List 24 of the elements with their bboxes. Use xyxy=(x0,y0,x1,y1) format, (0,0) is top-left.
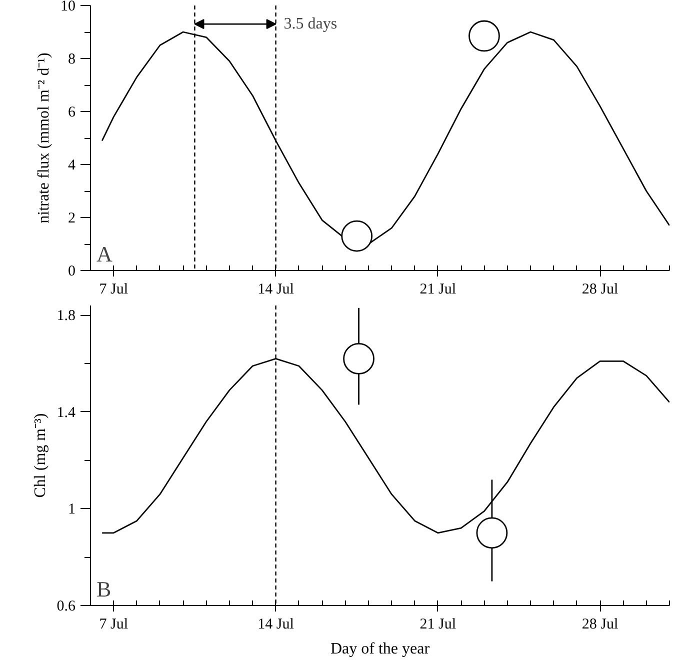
x-tick-label: 7 Jul xyxy=(99,282,128,298)
y-tick-label: 0 xyxy=(68,264,76,280)
y-tick-label: 2 xyxy=(68,210,76,226)
x-tick-label: 14 Jul xyxy=(258,616,294,632)
x-tick-label: 14 Jul xyxy=(258,282,294,298)
annotation: B xyxy=(96,576,112,602)
x-tick-label: 7 Jul xyxy=(99,616,128,632)
x-axis-title: Day of the year xyxy=(330,640,430,658)
y-tick-label: 1 xyxy=(68,502,76,518)
y-axis-title: nitrate flux (mmol m⁻² d⁻¹) xyxy=(36,52,52,224)
x-tick-label: 21 Jul xyxy=(420,616,456,632)
y-tick-label: 10 xyxy=(60,0,76,14)
y-tick-label: 4 xyxy=(68,158,76,174)
x-tick-label: 28 Jul xyxy=(582,282,618,298)
y-tick-label: 1.4 xyxy=(56,404,76,421)
annotation: A xyxy=(96,242,112,266)
y-tick-label: 1.8 xyxy=(56,308,76,324)
y-tick-label: 6 xyxy=(68,104,76,120)
y-axis-title: Chl (mg m⁻³) xyxy=(32,413,49,498)
annotation: 3.5 days xyxy=(284,16,338,33)
x-tick-label: 28 Jul xyxy=(582,616,618,632)
y-tick-label: 0.6 xyxy=(56,598,76,614)
x-tick-label: 21 Jul xyxy=(420,282,456,298)
y-tick-label: 8 xyxy=(68,52,76,68)
